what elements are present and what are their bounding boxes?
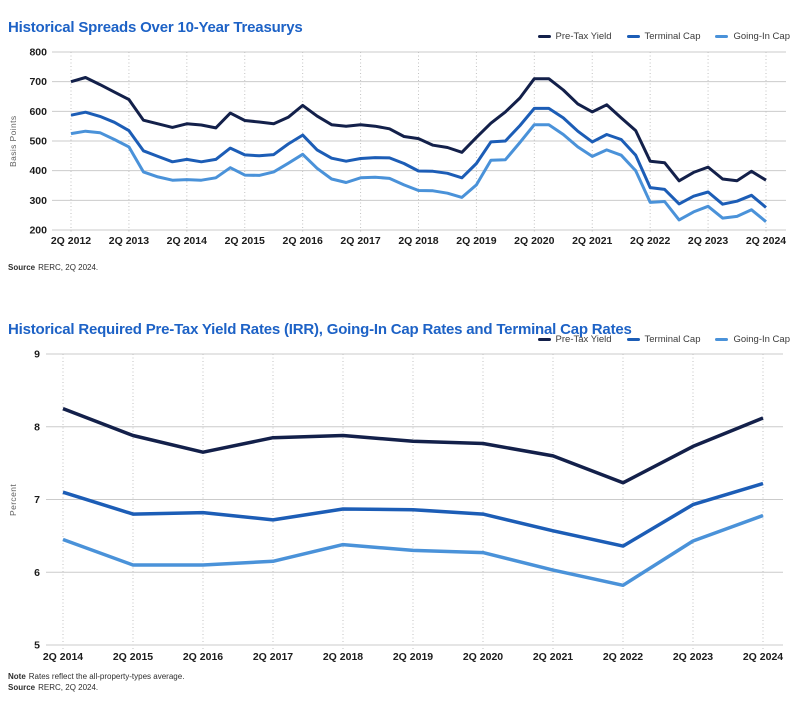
x-tick-label: 2Q 2023 xyxy=(673,651,713,663)
x-tick-label: 2Q 2014 xyxy=(43,651,83,663)
x-tick-label: 2Q 2015 xyxy=(113,651,153,663)
spreads-source-line: Source RERC, 2Q 2024. xyxy=(8,262,98,273)
y-tick-label: 400 xyxy=(29,165,47,177)
x-gridlines: 2Q 2014 2Q 2015 2Q 2016 2Q 2017 2Q 2018 2Q 20… xyxy=(43,354,783,663)
note-label: Note xyxy=(8,672,26,681)
x-tick-label: 2Q 2020 xyxy=(463,651,503,663)
x-tick-label: 2Q 2024 xyxy=(746,235,786,247)
rates-chart-canvas: 9 8 7 6 5 2Q 2014 2Q 2015 2Q 2016 2Q 2017 2Q 2018… xyxy=(0,342,800,668)
series-line-pre-tax-yield xyxy=(70,76,767,183)
legend-item-going-in-cap: Going-In Cap xyxy=(715,334,790,345)
legend-label: Going-In Cap xyxy=(733,31,790,42)
series-line-terminal-cap xyxy=(70,106,767,209)
x-tick-label: 2Q 2019 xyxy=(393,651,433,663)
legend-label: Going-In Cap xyxy=(733,334,790,345)
legend-label: Pre-Tax Yield xyxy=(555,31,612,42)
source-label: Source xyxy=(8,263,36,272)
going-in-cap-dash-icon xyxy=(715,338,729,341)
x-tick-label: 2Q 2024 xyxy=(743,651,783,663)
x-tick-label: 2Q 2018 xyxy=(323,651,363,663)
rates-chart-legend: Pre-Tax Yield Terminal Cap Going-In Cap xyxy=(537,334,790,345)
x-tick-label: 2Q 2019 xyxy=(456,235,496,247)
y-tick-label: 800 xyxy=(29,47,47,59)
legend-item-pre-tax-yield: Pre-Tax Yield xyxy=(537,334,612,345)
y-tick-label: 7 xyxy=(34,494,40,506)
x-tick-label: 2Q 2021 xyxy=(572,235,612,247)
series-line-pre-tax-yield xyxy=(62,406,764,485)
x-tick-label: 2Q 2022 xyxy=(603,651,643,663)
pre-tax-yield-dash-icon xyxy=(537,35,551,38)
legend-item-terminal-cap: Terminal Cap xyxy=(626,334,701,345)
y-tick-label: 9 xyxy=(34,349,40,361)
legend-item-going-in-cap: Going-In Cap xyxy=(715,31,790,42)
y-tick-label: 200 xyxy=(29,225,47,237)
y-gridlines: 800 700 600 500 400 300 200 xyxy=(29,47,786,237)
y-tick-label: 6 xyxy=(34,567,40,579)
terminal-cap-dash-icon xyxy=(626,338,640,341)
x-tick-label: 2Q 2021 xyxy=(533,651,573,663)
legend-label: Pre-Tax Yield xyxy=(555,334,612,345)
going-in-cap-dash-icon xyxy=(715,35,729,38)
series-line-going-in-cap xyxy=(62,513,764,588)
source-label: Source xyxy=(8,683,36,692)
series-line-going-in-cap xyxy=(70,123,767,223)
y-tick-label: 300 xyxy=(29,195,47,207)
legend-label: Terminal Cap xyxy=(644,334,701,345)
x-tick-label: 2Q 2016 xyxy=(183,651,223,663)
x-tick-label: 2Q 2018 xyxy=(398,235,438,247)
legend-item-pre-tax-yield: Pre-Tax Yield xyxy=(537,31,612,42)
x-tick-label: 2Q 2017 xyxy=(340,235,380,247)
x-tick-label: 2Q 2013 xyxy=(109,235,149,247)
x-tick-label: 2Q 2017 xyxy=(253,651,293,663)
source-text: RERC, 2Q 2024. xyxy=(38,683,99,692)
spreads-chart-canvas: 800 700 600 500 400 300 200 2Q 2012 2Q 2013 2Q 20… xyxy=(0,40,800,258)
note-text: Rates reflect the all-property-types ave… xyxy=(28,672,185,681)
y-tick-label: 500 xyxy=(29,136,47,148)
chart-plot-area: 9 8 7 6 52Q 2014 2Q 2015 2Q 2016 2Q 2017 2Q 2018… xyxy=(34,349,783,664)
rates-note-line: Note Rates reflect the all-property-types… xyxy=(8,671,184,682)
x-tick-label: 2Q 2012 xyxy=(51,235,91,247)
y-tick-label: 8 xyxy=(34,421,40,433)
x-tick-label: 2Q 2022 xyxy=(630,235,670,247)
x-tick-label: 2Q 2015 xyxy=(225,235,265,247)
rates-chart-title: Historical Required Pre-Tax Yield Rates … xyxy=(8,321,632,339)
x-tick-label: 2Q 2020 xyxy=(514,235,554,247)
y-tick-label: 700 xyxy=(29,76,47,88)
spreads-chart-title: Historical Spreads Over 10-Year Treasury… xyxy=(8,19,303,37)
x-tick-label: 2Q 2014 xyxy=(167,235,207,247)
y-tick-label: 600 xyxy=(29,106,47,118)
rates-source-line: Source RERC, 2Q 2024. xyxy=(8,682,184,693)
pre-tax-yield-dash-icon xyxy=(537,338,551,341)
y-gridlines: 9 8 7 6 5 xyxy=(34,349,783,652)
legend-item-terminal-cap: Terminal Cap xyxy=(626,31,701,42)
rates-footnotes: Note Rates reflect the all-property-types… xyxy=(8,671,184,693)
terminal-cap-dash-icon xyxy=(626,35,640,38)
x-gridlines: 2Q 2012 2Q 2013 2Q 2014 2Q 2015 2Q 2016 2Q 20… xyxy=(51,52,786,247)
x-tick-label: 2Q 2023 xyxy=(688,235,728,247)
spreads-chart-legend: Pre-Tax Yield Terminal Cap Going-In Cap xyxy=(537,31,790,42)
y-tick-label: 5 xyxy=(34,640,40,652)
series-line-terminal-cap xyxy=(62,481,764,548)
x-tick-label: 2Q 2016 xyxy=(283,235,323,247)
legend-label: Terminal Cap xyxy=(644,31,701,42)
source-text: RERC, 2Q 2024. xyxy=(38,263,99,272)
